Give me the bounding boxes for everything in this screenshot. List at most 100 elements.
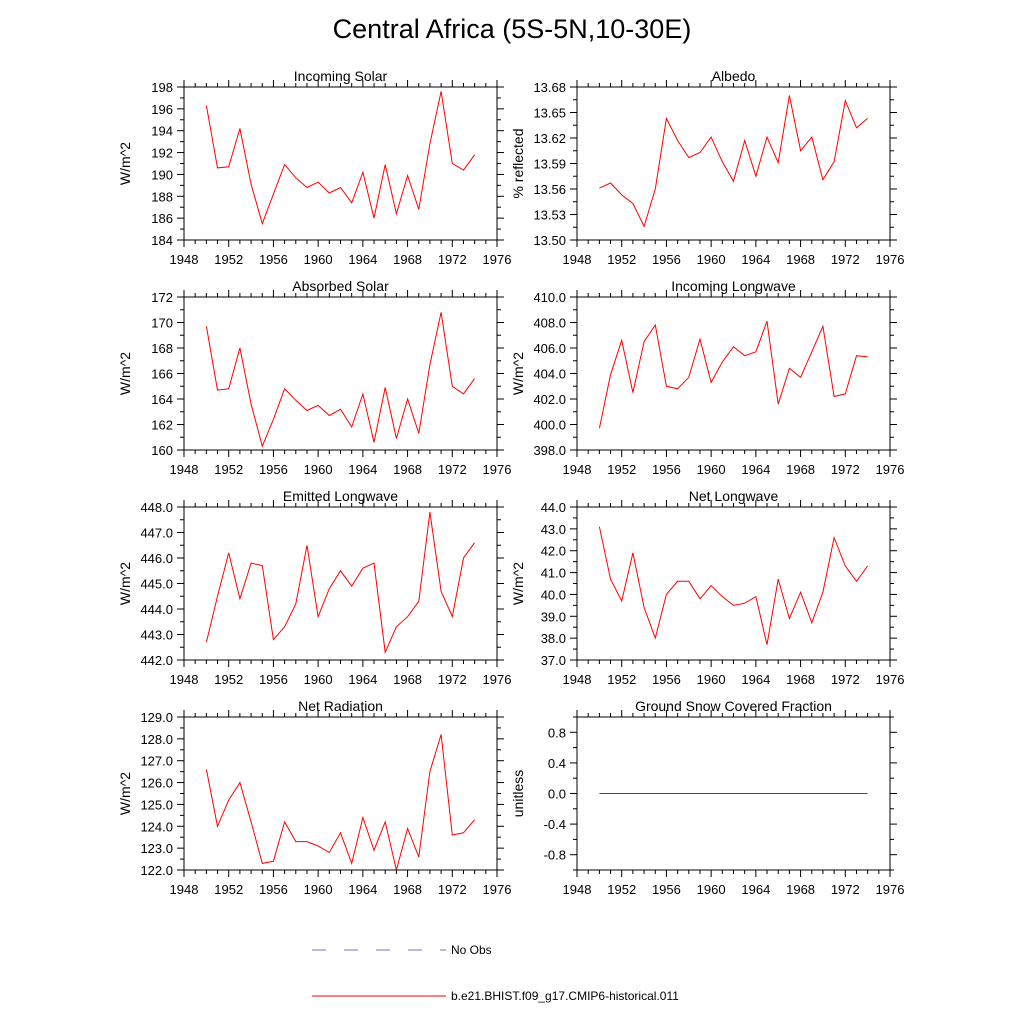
panel-4-title: Incoming Longwave — [671, 278, 796, 294]
panel-7-title: Net Radiation — [298, 698, 383, 714]
panel-6-ytick-label: 39.0 — [541, 609, 566, 624]
panel-7-xtick-label: 1948 — [170, 882, 199, 897]
panel-4-ylabel: W/m^2 — [510, 352, 526, 395]
panel-3-ytick-label: 172 — [151, 290, 173, 305]
panel-3-xtick-label: 1948 — [170, 462, 199, 477]
panel-4-ytick-label: 398.0 — [533, 443, 566, 458]
panel-2-xtick-label: 1960 — [697, 252, 726, 267]
panel-2-series-line — [599, 95, 868, 228]
panel-5-xtick-label: 1948 — [170, 672, 199, 687]
panel-7-ytick-label: 124.0 — [140, 819, 173, 834]
panel-1-ytick-label: 186 — [151, 211, 173, 226]
panel-6-ytick-label: 41.0 — [541, 566, 566, 581]
panel-5-xtick-label: 1964 — [348, 672, 377, 687]
panel-2-ytick-label: 13.59 — [533, 157, 566, 172]
panel-1-xtick-label: 1956 — [259, 252, 288, 267]
panel-7-ylabel: W/m^2 — [117, 772, 133, 815]
panel-2-ytick-label: 13.50 — [533, 233, 566, 248]
legend-obs-label: No Obs — [451, 943, 492, 957]
panel-8-xtick-label: 1952 — [607, 882, 636, 897]
panel-1-xtick-label: 1972 — [438, 252, 467, 267]
panel-3-xtick-label: 1960 — [304, 462, 333, 477]
panel-4-xtick-label: 1948 — [563, 462, 592, 477]
panel-7-frame — [183, 716, 498, 871]
panel-5-frame — [183, 506, 498, 661]
panel-7-ytick-label: 126.0 — [140, 776, 173, 791]
panel-8-ytick-label: 0.0 — [548, 787, 566, 802]
panel-6-series-line — [598, 526, 869, 645]
panel-6-ylabel: W/m^2 — [510, 562, 526, 605]
panel-7-xtick-label: 1968 — [393, 882, 422, 897]
main-title: Central Africa (5S-5N,10-30E) — [332, 14, 692, 44]
panel-1-series-line — [205, 91, 476, 226]
panel-8-xtick-label: 1964 — [741, 882, 770, 897]
panel-6-frame — [576, 506, 891, 661]
panel-3-ytick-label: 160 — [151, 443, 173, 458]
panel-4-ytick-label: 402.0 — [533, 392, 566, 407]
panel-5-ytick-label: 442.0 — [140, 653, 173, 668]
panel-7-xtick-label: 1972 — [438, 882, 467, 897]
panel-7-xtick-label: 1964 — [348, 882, 377, 897]
panel-3-ytick-label: 170 — [151, 316, 173, 331]
panel-3-series-line — [205, 312, 476, 448]
panel-5-xtick-label: 1976 — [483, 672, 512, 687]
panel-1-ytick-label: 184 — [151, 233, 173, 248]
panel-7-ytick-label: 129.0 — [140, 710, 173, 725]
panel-2-ytick-label: 13.62 — [533, 131, 566, 146]
panel-7-ytick-label: 128.0 — [140, 732, 173, 747]
panel-2-xtick-label: 1972 — [831, 252, 860, 267]
panel-5-ytick-label: 445.0 — [140, 577, 173, 592]
panel-6-xtick-label: 1968 — [786, 672, 815, 687]
panel-1-xtick-label: 1960 — [304, 252, 333, 267]
panel-3-ytick-label: 162 — [151, 418, 173, 433]
panel-7-xtick-label: 1952 — [214, 882, 243, 897]
panel-6-xtick-label: 1976 — [876, 672, 905, 687]
panel-7-ytick-label: 123.0 — [140, 841, 173, 856]
panel-6-xtick-label: 1952 — [607, 672, 636, 687]
panel-1-ytick-label: 196 — [151, 102, 173, 117]
panel-3-xtick-label: 1972 — [438, 462, 467, 477]
panel-7-series-line — [205, 734, 475, 871]
panel-5-ytick-label: 444.0 — [140, 602, 173, 617]
panel-1-title: Incoming Solar — [294, 68, 388, 84]
panel-6-xtick-label: 1948 — [563, 672, 592, 687]
panel-7-ytick-label: 127.0 — [140, 754, 173, 769]
panel-5-xtick-label: 1972 — [438, 672, 467, 687]
legend-model-label: b.e21.BHIST.f09_g17.CMIP6-historical.011 — [451, 989, 679, 1003]
panel-8-title: Ground Snow Covered Fraction — [635, 698, 832, 714]
panel-8-xtick-label: 1968 — [786, 882, 815, 897]
panel-4-xtick-label: 1956 — [652, 462, 681, 477]
panel-4-ytick-label: 400.0 — [533, 418, 566, 433]
panel-4-xtick-label: 1972 — [831, 462, 860, 477]
panel-8-xtick-label: 1960 — [697, 882, 726, 897]
panel-2-xtick-label: 1948 — [563, 252, 592, 267]
panel-2-frame — [576, 86, 891, 241]
panel-3-ytick-label: 164 — [151, 392, 173, 407]
panel-8-xtick-label: 1976 — [876, 882, 905, 897]
panel-3-xtick-label: 1956 — [259, 462, 288, 477]
panel-1-ytick-label: 188 — [151, 189, 173, 204]
panel-3-ytick-label: 168 — [151, 341, 173, 356]
panel-6-ytick-label: 43.0 — [541, 522, 566, 537]
panel-6-xtick-label: 1956 — [652, 672, 681, 687]
panel-5-title: Emitted Longwave — [283, 488, 398, 504]
panel-3-xtick-label: 1968 — [393, 462, 422, 477]
panel-5-xtick-label: 1968 — [393, 672, 422, 687]
panel-4-frame — [576, 296, 891, 451]
panel-5-xtick-label: 1960 — [304, 672, 333, 687]
panel-8-ytick-label: -0.4 — [544, 817, 566, 832]
panel-6-xtick-label: 1972 — [831, 672, 860, 687]
panel-4-xtick-label: 1952 — [607, 462, 636, 477]
panel-4-xtick-label: 1964 — [741, 462, 770, 477]
panel-1-frame — [183, 86, 498, 241]
panel-1-xtick-label: 1964 — [348, 252, 377, 267]
panel-1-ytick-label: 198 — [151, 80, 173, 95]
panel-8-ytick-label: 0.8 — [548, 725, 566, 740]
panel-7-xtick-label: 1956 — [259, 882, 288, 897]
panel-5-ytick-label: 443.0 — [140, 628, 173, 643]
panel-2-ytick-label: 13.53 — [533, 208, 566, 223]
panel-1-xtick-label: 1968 — [393, 252, 422, 267]
panel-6-xtick-label: 1964 — [741, 672, 770, 687]
panel-1-ytick-label: 190 — [151, 167, 173, 182]
